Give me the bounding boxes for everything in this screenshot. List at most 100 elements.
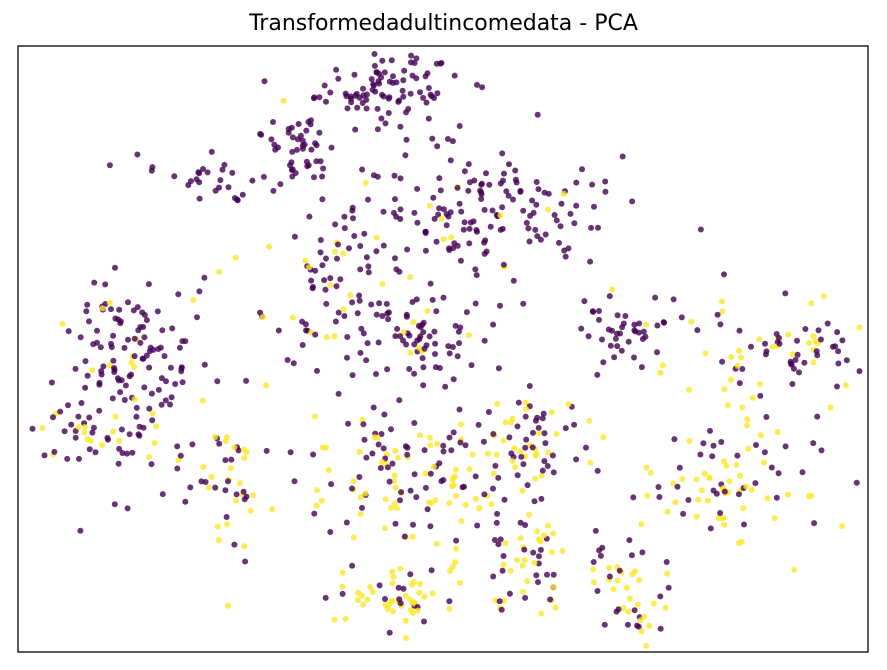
point-class-0-c3-224 — [486, 181, 493, 188]
point-class-1-c12-995 — [493, 451, 500, 458]
point-class-0-c3-233 — [551, 212, 558, 218]
point-class-0-c14-1123 — [547, 596, 554, 603]
point-class-1-c16-1197 — [701, 470, 708, 477]
point-class-1-c15-1161 — [650, 600, 657, 607]
point-class-1-c11-921 — [476, 505, 483, 512]
point-class-0-c15-1156 — [594, 588, 601, 594]
point-class-0-c9-732 — [654, 322, 661, 329]
point-class-0-c4-392 — [349, 204, 356, 211]
point-class-0-c1-127 — [320, 165, 327, 172]
point-class-0-c14-1099 — [522, 594, 529, 601]
point-class-1-c12-990 — [523, 406, 530, 413]
point-class-0-c10-756 — [835, 360, 842, 367]
point-class-0-c10-781 — [835, 348, 842, 355]
point-class-0-c5-471 — [409, 299, 416, 305]
point-class-0-c6-588 — [115, 377, 122, 384]
point-class-1-c16-1216 — [839, 523, 846, 530]
point-class-0-c1-130 — [288, 167, 295, 173]
point-class-0-c7-652 — [135, 431, 142, 438]
point-class-0-c3-281 — [465, 161, 472, 168]
point-class-0-c12-983 — [457, 439, 464, 446]
point-class-0-c6-487 — [83, 308, 90, 315]
point-class-0-c2-160 — [208, 148, 215, 155]
point-class-0-c6-616 — [135, 327, 142, 334]
point-class-0-c0-31 — [374, 126, 381, 133]
point-class-0-c2-139 — [204, 169, 211, 176]
point-class-0-c12-965 — [518, 453, 525, 460]
point-class-0-c3-228 — [433, 308, 440, 315]
point-class-0-c9-723 — [618, 347, 625, 354]
point-class-0-c3-306 — [450, 245, 457, 252]
point-class-0-c11-916 — [421, 447, 428, 454]
point-class-0-c4-337 — [363, 254, 370, 261]
point-class-0-c5-474 — [421, 345, 428, 352]
point-class-1-c15-1135 — [662, 604, 669, 611]
point-class-0-c6-546 — [124, 505, 131, 512]
point-class-0-c3-167 — [520, 300, 527, 307]
point-class-0-c0-60 — [380, 93, 387, 100]
point-class-1-c13-1033 — [355, 589, 361, 596]
point-class-0-c6-553 — [112, 315, 119, 322]
point-class-1-c16-1200 — [740, 505, 747, 512]
point-class-1-c4-402 — [259, 314, 266, 320]
point-class-0-c11-914 — [481, 491, 488, 498]
point-class-0-c1-125 — [312, 140, 319, 147]
point-class-1-c5-447 — [407, 349, 414, 356]
point-class-1-c13-1076 — [369, 589, 376, 595]
point-class-1-c16-1180 — [736, 472, 743, 479]
point-class-1-c12-961 — [545, 449, 552, 456]
point-class-0-c6-566 — [187, 484, 194, 491]
point-class-1-c4-403 — [331, 248, 338, 255]
point-class-0-c4-336 — [358, 325, 365, 332]
point-class-0-c4-399 — [314, 367, 320, 374]
point-class-0-c6-500 — [82, 358, 89, 365]
point-class-0-c11-904 — [322, 594, 329, 601]
point-class-0-c7-626 — [29, 425, 36, 432]
point-class-0-c5-458 — [420, 319, 427, 326]
point-class-1-c10-754 — [721, 386, 728, 393]
point-class-0-c3-296 — [461, 168, 468, 175]
point-class-0-c12-1003 — [549, 452, 556, 459]
point-class-0-c11-951 — [377, 465, 384, 471]
point-class-0-c3-302 — [512, 176, 519, 183]
point-class-0-c3-209 — [499, 225, 506, 232]
point-class-0-c2-150 — [216, 184, 222, 191]
point-class-1-c16-1220 — [764, 495, 771, 502]
point-class-0-c11-821 — [490, 485, 496, 492]
point-class-0-c3-242 — [440, 206, 447, 213]
point-class-0-c7-651 — [86, 446, 93, 453]
point-class-0-c9-712 — [636, 320, 643, 327]
point-class-1-c7-628 — [75, 423, 82, 430]
point-class-1-c5-414 — [465, 332, 472, 339]
point-class-0-c2-147 — [200, 166, 206, 172]
point-class-0-c9-715 — [609, 327, 615, 334]
point-class-1-c11-888 — [500, 437, 507, 444]
point-class-0-c8-665 — [222, 487, 229, 494]
point-class-0-c15-1152 — [628, 552, 635, 559]
point-class-1-c12-998 — [509, 458, 516, 465]
point-class-1-c11-876 — [397, 565, 404, 572]
point-class-0-c4-338 — [333, 283, 340, 290]
point-class-1-c16-1242 — [745, 445, 752, 452]
point-class-0-c11-893 — [472, 473, 479, 480]
point-class-1-c11-819 — [312, 413, 318, 420]
point-class-0-c4-369 — [334, 255, 340, 262]
point-class-1-c11-822 — [426, 434, 433, 441]
point-class-1-c4-351 — [266, 243, 273, 250]
point-class-0-c6-513 — [133, 404, 140, 411]
point-class-1-c11-824 — [314, 487, 321, 494]
point-class-1-c11-859 — [269, 506, 276, 513]
point-class-0-c16-1204 — [752, 480, 759, 487]
point-class-0-c6-565 — [216, 440, 223, 447]
point-class-0-c12-1016 — [520, 461, 527, 468]
point-class-0-c6-615 — [126, 373, 133, 380]
point-class-0-c5-457 — [420, 382, 427, 389]
point-class-0-c16-1232 — [713, 490, 720, 497]
point-class-0-c9-729 — [614, 343, 621, 350]
point-class-1-c11-955 — [434, 440, 441, 447]
point-class-0-c8-676 — [235, 447, 242, 454]
point-class-1-c15-1166 — [620, 605, 627, 611]
point-class-0-c9-710 — [599, 336, 605, 343]
point-class-0-c10-786 — [776, 340, 783, 347]
point-class-0-c3-327 — [533, 201, 540, 208]
